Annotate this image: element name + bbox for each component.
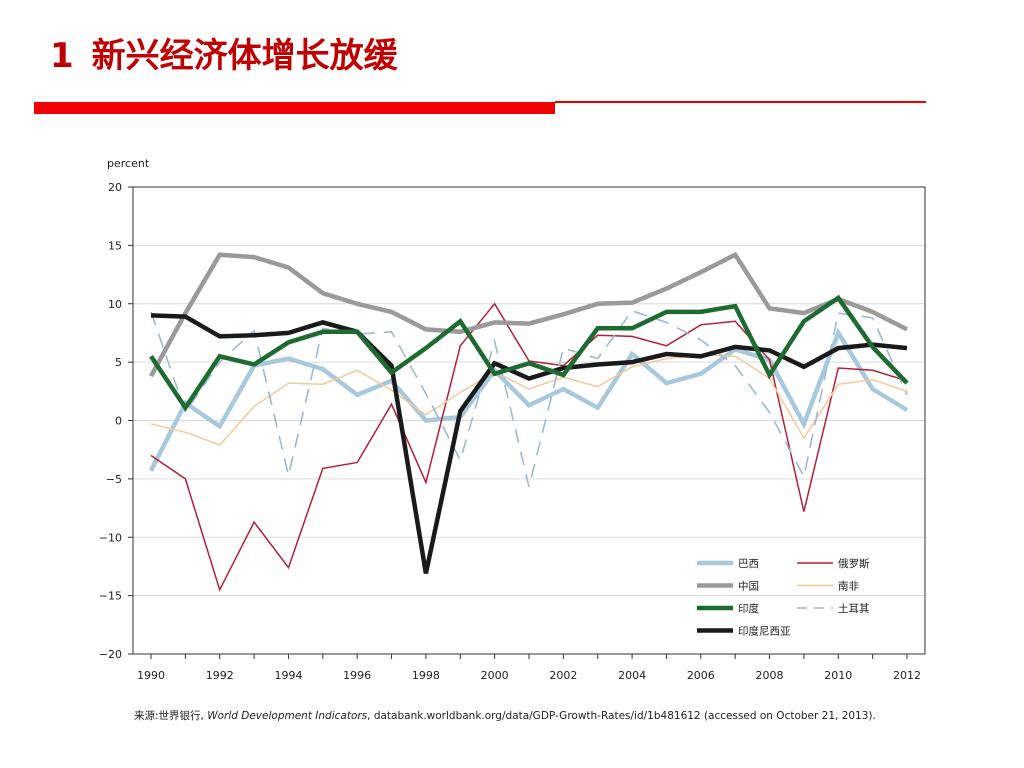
legend-label-5: 土耳其	[838, 602, 870, 615]
y-tick-label: 15	[108, 239, 122, 252]
legend-label-0: 巴西	[738, 558, 759, 570]
legend-label-2: 中国	[738, 580, 759, 593]
slide-title: 1 新兴经济体增长放缓	[50, 28, 398, 77]
x-tick-label: 1990	[137, 669, 165, 682]
x-tick-label: 2000	[481, 669, 509, 682]
x-tick-label: 2010	[824, 669, 852, 682]
series-line-1	[150, 302, 908, 592]
source-title: World Development Indicators	[207, 710, 368, 722]
x-tick-label: 2004	[618, 669, 646, 682]
legend-label-4: 印度	[738, 602, 759, 615]
y-tick-label: 0	[115, 415, 122, 428]
x-tick-label: 1994	[274, 669, 302, 682]
slide-number: 1	[50, 36, 74, 76]
y-tick-label: 20	[108, 181, 122, 194]
legend-label-1: 俄罗斯	[838, 557, 870, 570]
source-prefix: 来源:世界银行,	[134, 710, 208, 722]
title-underline-thin	[555, 101, 926, 103]
series-line-2	[149, 251, 909, 378]
slide-title-text: 新兴经济体增长放缓	[91, 36, 398, 76]
legend-label-6: 印度尼西亚	[738, 625, 791, 638]
y-tick-label: −15	[99, 590, 122, 603]
y-tick-label: 10	[108, 298, 122, 311]
source-note: 来源:世界银行, World Development Indicators, d…	[134, 708, 876, 723]
x-tick-label: 1998	[412, 669, 440, 682]
y-tick-label: −20	[99, 648, 122, 661]
x-tick-label: 2012	[893, 669, 921, 682]
y-tick-label: 5	[115, 356, 122, 369]
y-tick-label: −10	[99, 531, 122, 544]
series-line-5	[150, 309, 908, 488]
y-axis-label: percent	[107, 157, 150, 170]
x-tick-label: 1992	[206, 669, 234, 682]
series-line-0	[148, 327, 909, 472]
x-tick-label: 1996	[343, 669, 371, 682]
x-tick-label: 2008	[756, 669, 784, 682]
legend-label-3: 南非	[838, 580, 859, 593]
x-tick-label: 2002	[549, 669, 577, 682]
gdp-growth-chart: 20 15 10 5 0 −5 −10 −15 −20 1990 1992 1994 1996 1998 2…	[99, 157, 926, 682]
series-line-4	[149, 294, 909, 412]
source-suffix: , databank.worldbank.org/data/GDP-Growth…	[367, 710, 876, 722]
title-underline-thick	[34, 102, 555, 114]
series-line-3	[150, 354, 908, 446]
x-tick-label: 2006	[687, 669, 715, 682]
y-tick-label: −5	[106, 473, 122, 486]
